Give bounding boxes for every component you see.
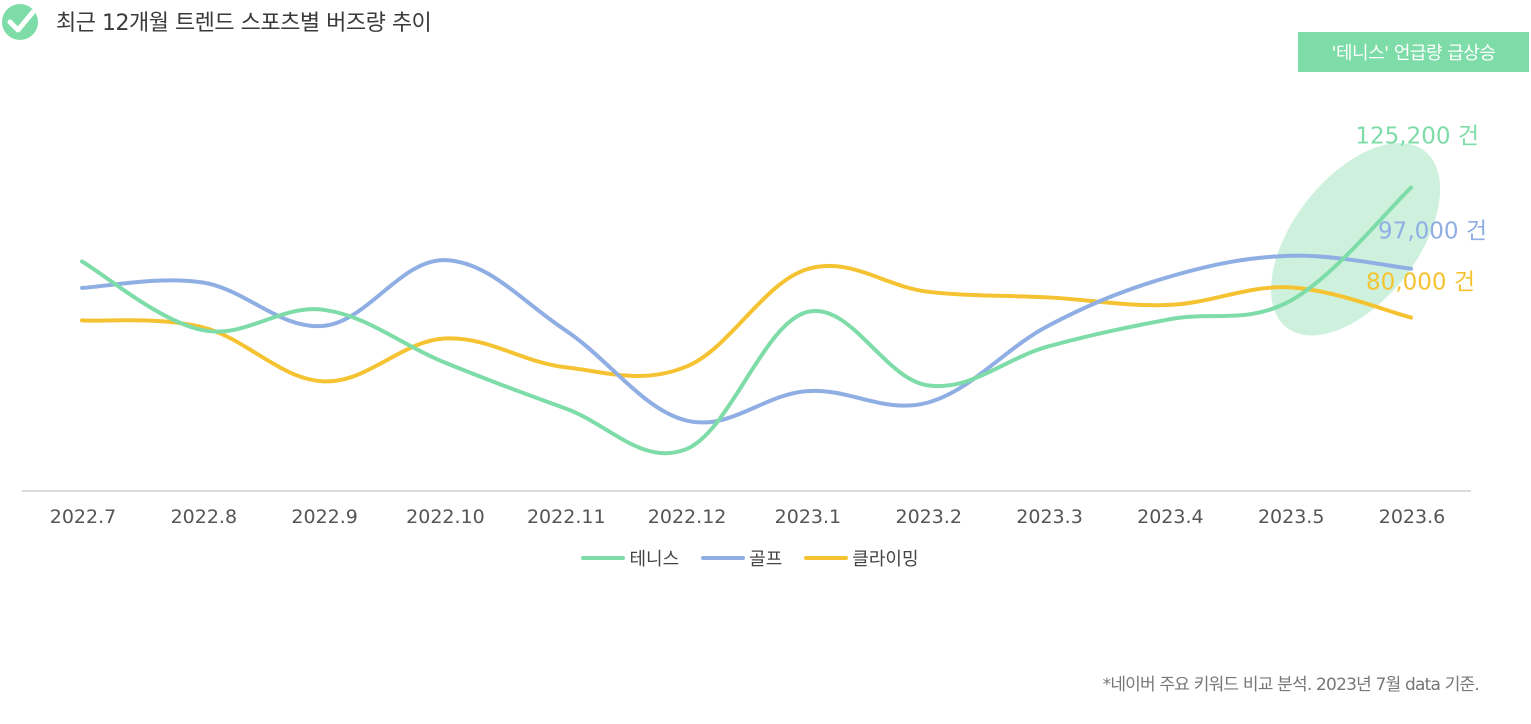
legend-item-tennis[interactable]: 테니스: [581, 545, 679, 571]
chart-title: 최근 12개월 트렌드 스포츠별 버즈량 추이: [56, 11, 432, 36]
x-tick-label: 2022.7: [50, 506, 116, 528]
legend-swatch-climbing: [804, 556, 849, 560]
x-tick-label: 2023.4: [1137, 506, 1203, 528]
source-footnote: *네이버 주요 키워드 비교 분석. 2023년 7월 data 기준.: [1102, 675, 1480, 695]
series-line-golf: [80, 253, 1413, 425]
series-line-climbing: [80, 263, 1413, 384]
x-tick-label: 2023.5: [1258, 506, 1324, 528]
x-tick-label: 2023.2: [895, 506, 961, 528]
x-tick-label: 2023.6: [1379, 506, 1445, 528]
x-tick-label: 2022.11: [527, 506, 606, 528]
chart-legend: 테니스 골프 클라이밍: [0, 545, 1500, 571]
legend-item-climbing[interactable]: 클라이밍: [804, 545, 919, 571]
chart-header: 최근 12개월 트렌드 스포츠별 버즈량 추이: [0, 0, 432, 42]
legend-label-tennis: 테니스: [629, 549, 680, 570]
end-label-climbing: 80,000 건: [1366, 270, 1475, 296]
x-tick-label: 2023.1: [775, 506, 841, 528]
check-circle-icon: [2, 4, 38, 40]
x-tick-label: 2022.12: [648, 506, 727, 528]
highlight-badge: '테니스' 언급량 급상승: [1298, 32, 1529, 72]
x-tick-label: 2022.10: [406, 506, 485, 528]
x-tick-label: 2023.3: [1016, 506, 1082, 528]
legend-swatch-golf: [701, 556, 746, 560]
end-label-golf: 97,000 건: [1378, 219, 1487, 245]
legend-swatch-tennis: [581, 556, 626, 560]
legend-label-golf: 골프: [749, 549, 783, 570]
x-tick-label: 2022.9: [291, 506, 357, 528]
x-tick-label: 2022.8: [171, 506, 237, 528]
line-chart: 2022.7 2022.8 2022.9 2022.10 2022.11 2022.12 2…: [22, 124, 1487, 528]
legend-label-climbing: 클라이밍: [852, 549, 919, 570]
legend-item-golf[interactable]: 골프: [701, 545, 782, 571]
end-label-tennis: 125,200 건: [1355, 124, 1479, 150]
series-line-tennis: [80, 185, 1413, 456]
